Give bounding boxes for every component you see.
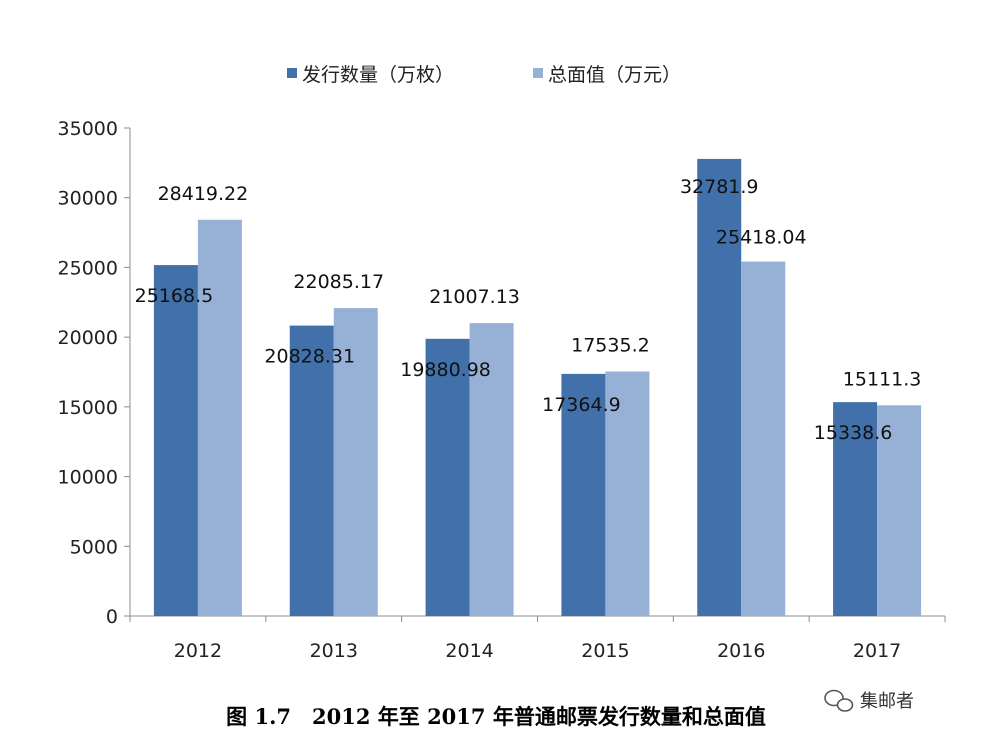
data-label-2017-series-2: 15111.3	[843, 368, 922, 390]
y-axis: 0 5000 10000 15000 20000 25000 30000 35000	[58, 118, 131, 628]
y-tick-label: 10000	[58, 467, 118, 489]
data-label-2013-series-1: 20828.31	[264, 346, 355, 368]
bar-2016-series-1	[697, 158, 742, 617]
x-axis: 2012 2013 2014 2015 2016 2017	[129, 615, 946, 662]
data-label-2016-series-1: 32781.9	[680, 176, 759, 198]
data-label-2016-series-2: 25418.04	[716, 227, 807, 249]
y-tick-label: 30000	[58, 188, 118, 210]
y-tick-label: 25000	[58, 257, 118, 279]
figure-caption: 图 1.7 2012 年至 2017 年普通邮票发行数量和总面值	[226, 704, 766, 729]
watermark: 集邮者	[824, 689, 914, 712]
watermark-text: 集邮者	[860, 691, 914, 712]
wechat-icon	[824, 689, 854, 712]
x-tick-label: 2013	[310, 640, 358, 662]
bar-2017-series-1	[833, 402, 878, 616]
bar-2013-series-1	[289, 325, 334, 616]
x-tick-label: 2015	[581, 640, 629, 662]
data-label-2017-series-1: 15338.6	[814, 422, 893, 444]
x-tick-label: 2016	[717, 640, 765, 662]
bar-2015-series-1	[561, 373, 606, 616]
data-label-2014-series-1: 19880.98	[400, 359, 491, 381]
bar-2016-series-2	[741, 261, 786, 616]
y-tick-label: 5000	[70, 536, 118, 558]
x-tick-label: 2012	[174, 640, 222, 662]
y-tick-label: 35000	[58, 118, 118, 140]
bar-2013-series-2	[333, 308, 378, 616]
bars	[153, 158, 922, 617]
data-labels: 25168.5 28419.22 20828.31 22085.17 19880.98 2…	[135, 176, 922, 444]
legend: 发行数量（万枚） 总面值（万元）	[287, 64, 681, 86]
x-tick-label: 2014	[445, 640, 493, 662]
y-tick-label: 0	[106, 606, 118, 628]
data-label-2013-series-2: 22085.17	[293, 271, 384, 293]
bar-2012-series-1	[153, 265, 198, 616]
data-label-2015-series-1: 17364.9	[542, 394, 621, 416]
bar-2014-series-2	[469, 323, 514, 616]
data-label-2012-series-1: 25168.5	[135, 285, 214, 307]
bar-2017-series-2	[877, 405, 922, 616]
legend-label-series-1: 发行数量（万枚）	[302, 64, 454, 86]
x-tick-label: 2017	[853, 640, 901, 662]
data-label-2015-series-2: 17535.2	[571, 335, 650, 357]
data-label-2012-series-2: 28419.22	[158, 183, 249, 205]
data-label-2014-series-2: 21007.13	[429, 286, 520, 308]
y-tick-label: 15000	[58, 397, 118, 419]
legend-label-series-2: 总面值（万元）	[548, 64, 681, 86]
legend-swatch-series-2	[533, 68, 543, 78]
bar-2012-series-2	[197, 219, 242, 616]
y-tick-label: 20000	[58, 327, 118, 349]
legend-swatch-series-1	[287, 68, 297, 78]
bar-2015-series-2	[605, 371, 650, 616]
bar-2014-series-1	[425, 338, 470, 616]
